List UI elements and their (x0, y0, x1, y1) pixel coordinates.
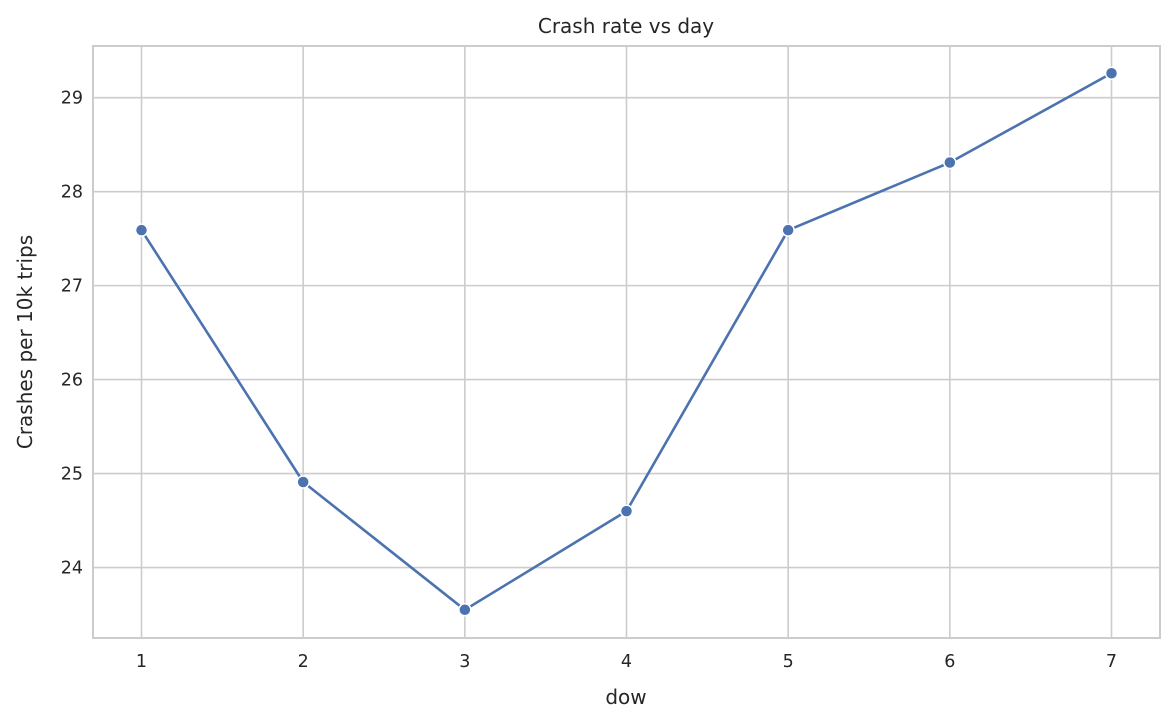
x-tick-label: 2 (298, 652, 309, 672)
data-point (1104, 66, 1119, 81)
data-point (943, 155, 957, 170)
data-point (781, 223, 795, 237)
x-axis-ticks: 1 2 3 4 5 6 7 (136, 652, 1117, 672)
grid (93, 46, 1160, 638)
y-tick-label: 28 (61, 183, 83, 203)
x-tick-label: 7 (1106, 652, 1117, 672)
x-tick-label: 6 (944, 652, 955, 672)
y-tick-label: 29 (61, 89, 83, 109)
x-tick-label: 3 (459, 652, 470, 672)
y-axis-label: Crashes per 10k trips (13, 235, 37, 449)
plot-frame (92, 45, 1161, 639)
y-tick-label: 27 (61, 277, 83, 297)
x-tick-label: 5 (783, 652, 794, 672)
data-point (296, 475, 310, 489)
y-tick-label: 26 (61, 371, 83, 391)
x-axis-label: dow (605, 685, 646, 709)
data-point (134, 223, 149, 237)
chart-title: Crash rate vs day (538, 14, 714, 38)
x-tick-label: 4 (621, 652, 632, 672)
data-point (458, 603, 472, 617)
x-tick-label: 1 (136, 652, 147, 672)
y-tick-label: 25 (61, 465, 83, 485)
y-axis-ticks: 24 25 26 27 28 29 (61, 89, 83, 579)
series-group (134, 66, 1119, 617)
data-point (619, 504, 634, 518)
y-tick-label: 24 (61, 559, 83, 579)
